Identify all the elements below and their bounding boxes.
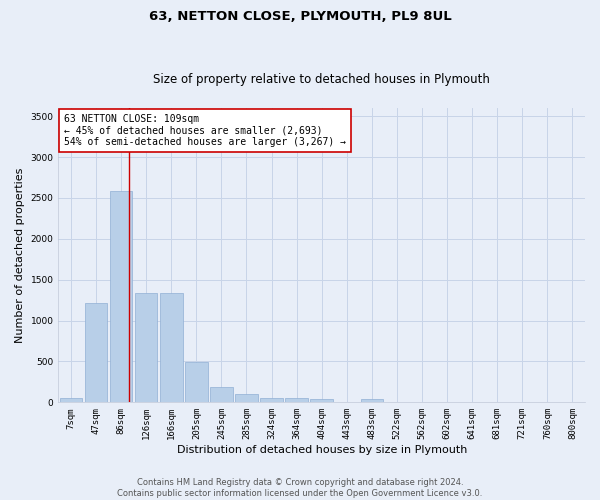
Text: 63, NETTON CLOSE, PLYMOUTH, PL9 8UL: 63, NETTON CLOSE, PLYMOUTH, PL9 8UL — [149, 10, 451, 23]
Text: Contains HM Land Registry data © Crown copyright and database right 2024.
Contai: Contains HM Land Registry data © Crown c… — [118, 478, 482, 498]
Bar — [110, 192, 133, 402]
Y-axis label: Number of detached properties: Number of detached properties — [15, 168, 25, 343]
Text: 63 NETTON CLOSE: 109sqm
← 45% of detached houses are smaller (2,693)
54% of semi: 63 NETTON CLOSE: 109sqm ← 45% of detache… — [64, 114, 346, 147]
Bar — [135, 293, 157, 403]
Bar — [361, 400, 383, 402]
Bar — [260, 398, 283, 402]
X-axis label: Distribution of detached houses by size in Plymouth: Distribution of detached houses by size … — [176, 445, 467, 455]
Bar — [160, 293, 182, 403]
Bar — [85, 302, 107, 402]
Bar — [235, 394, 258, 402]
Bar — [286, 398, 308, 402]
Bar — [210, 387, 233, 402]
Bar — [59, 398, 82, 402]
Title: Size of property relative to detached houses in Plymouth: Size of property relative to detached ho… — [153, 73, 490, 86]
Bar — [310, 400, 333, 402]
Bar — [185, 362, 208, 403]
